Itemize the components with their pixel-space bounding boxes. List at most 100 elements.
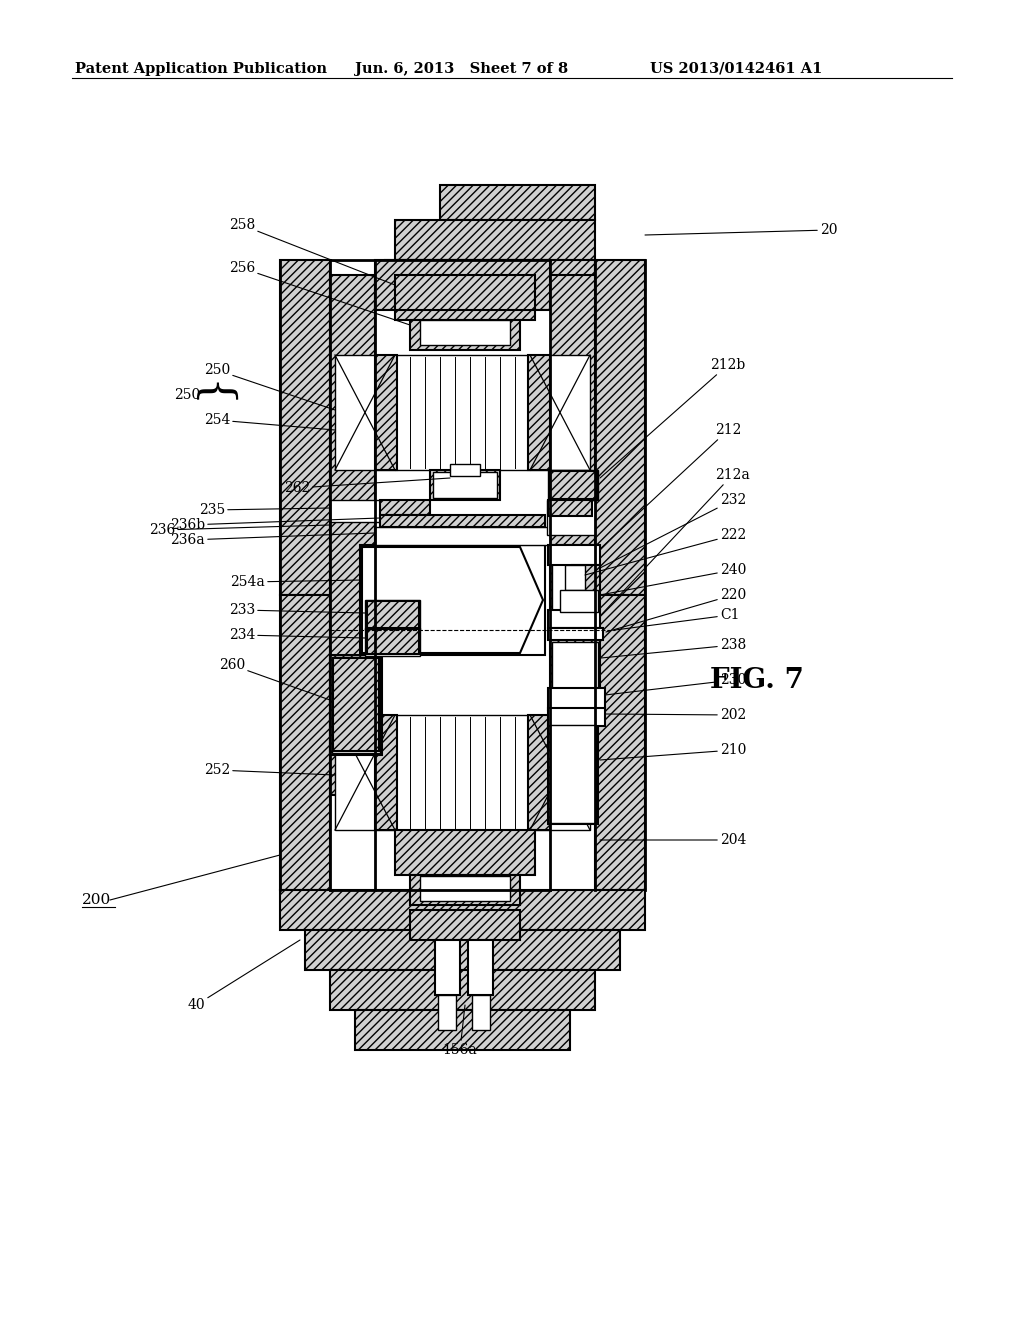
Bar — [547, 500, 595, 535]
Text: FIG. 7: FIG. 7 — [710, 667, 804, 693]
Text: 40: 40 — [187, 940, 300, 1012]
Text: 254: 254 — [204, 413, 335, 430]
Bar — [367, 601, 419, 628]
Bar — [468, 940, 493, 995]
Text: 220: 220 — [606, 587, 746, 632]
Bar — [438, 995, 456, 1030]
Bar — [280, 260, 330, 595]
Text: 222: 222 — [585, 528, 746, 576]
Text: 236b: 236b — [170, 517, 380, 532]
Bar — [330, 275, 375, 795]
Bar — [395, 220, 595, 260]
Text: 212a: 212a — [601, 469, 750, 615]
Bar — [552, 642, 598, 688]
Bar — [380, 500, 430, 515]
Bar — [395, 830, 535, 875]
Text: 234: 234 — [228, 628, 365, 642]
Bar — [550, 725, 596, 822]
Bar — [375, 527, 550, 545]
Bar — [548, 628, 603, 640]
Bar — [528, 715, 550, 830]
Bar — [280, 890, 645, 931]
Bar — [420, 319, 510, 345]
Bar — [530, 355, 590, 470]
Bar — [330, 500, 380, 521]
Bar — [595, 260, 645, 595]
Bar — [548, 545, 600, 565]
Text: C1: C1 — [615, 609, 739, 630]
Bar — [433, 473, 497, 498]
Bar — [565, 565, 585, 590]
Bar — [450, 465, 480, 477]
Text: 233: 233 — [228, 603, 365, 616]
Bar — [595, 595, 645, 890]
Bar — [548, 708, 605, 726]
Bar — [440, 185, 595, 220]
Bar — [550, 640, 600, 690]
Text: 252: 252 — [204, 763, 335, 777]
Bar — [360, 545, 545, 655]
Bar — [472, 995, 490, 1030]
Text: 212b: 212b — [600, 358, 745, 478]
Bar — [548, 500, 592, 516]
Bar — [572, 565, 600, 610]
Bar — [395, 715, 530, 830]
Bar — [395, 355, 530, 470]
Text: 262: 262 — [284, 478, 450, 495]
Text: 238: 238 — [601, 638, 746, 657]
Bar — [365, 601, 420, 630]
Bar — [375, 260, 550, 310]
Bar — [330, 655, 382, 755]
Text: 250: 250 — [204, 363, 335, 411]
Bar — [330, 970, 595, 1010]
Text: 232: 232 — [600, 492, 746, 568]
Bar — [332, 657, 380, 752]
Text: 20: 20 — [645, 223, 838, 238]
Bar — [560, 590, 598, 612]
Text: 212: 212 — [601, 422, 741, 548]
Bar — [550, 275, 595, 795]
Text: 210: 210 — [600, 743, 746, 760]
Text: 235: 235 — [199, 503, 330, 517]
Bar — [333, 657, 379, 751]
Text: 254a: 254a — [230, 576, 362, 589]
Bar — [305, 931, 620, 970]
Bar — [552, 546, 592, 634]
Text: 156a: 156a — [442, 1005, 477, 1057]
Bar — [530, 715, 590, 830]
Bar — [385, 260, 595, 290]
Bar — [375, 715, 397, 830]
Bar — [548, 470, 598, 500]
Bar — [430, 470, 500, 500]
Text: 240: 240 — [600, 564, 746, 595]
Text: 200: 200 — [82, 894, 112, 907]
Bar — [335, 355, 395, 470]
Text: 256: 256 — [228, 261, 410, 325]
Bar — [550, 545, 595, 635]
Text: 204: 204 — [600, 833, 746, 847]
Text: 202: 202 — [606, 708, 746, 722]
Text: 260: 260 — [219, 657, 330, 700]
Bar — [528, 355, 550, 470]
Text: Patent Application Publication: Patent Application Publication — [75, 62, 327, 77]
Bar — [548, 610, 600, 628]
Bar — [367, 630, 419, 653]
Bar — [435, 940, 460, 995]
Text: {: { — [188, 381, 231, 409]
Bar — [375, 355, 397, 470]
Bar — [280, 595, 330, 890]
Polygon shape — [362, 546, 543, 653]
Text: 230: 230 — [605, 673, 746, 696]
Text: 250: 250 — [174, 388, 200, 403]
Bar — [355, 1010, 570, 1049]
Bar — [335, 715, 395, 830]
Text: 258: 258 — [228, 218, 395, 285]
Bar — [375, 310, 550, 795]
Text: Jun. 6, 2013   Sheet 7 of 8: Jun. 6, 2013 Sheet 7 of 8 — [355, 62, 568, 77]
Bar — [410, 909, 520, 940]
Bar — [365, 628, 420, 656]
Bar — [380, 515, 545, 527]
Text: 236: 236 — [148, 523, 330, 537]
Bar — [420, 876, 510, 902]
Bar — [548, 723, 598, 824]
